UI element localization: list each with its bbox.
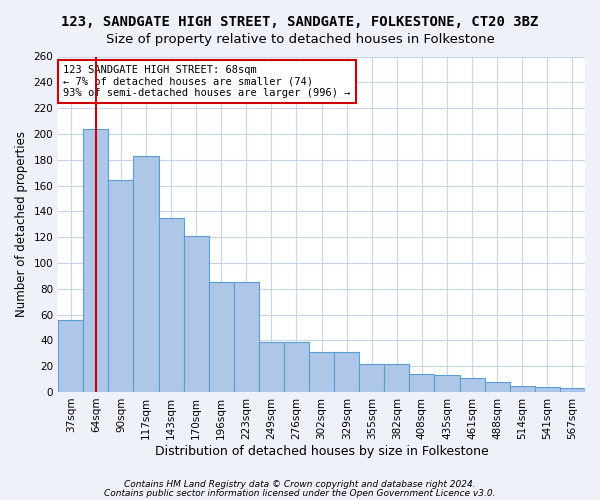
Bar [58,320,83,392]
Text: Contains public sector information licensed under the Open Government Licence v3: Contains public sector information licen… [104,489,496,498]
Bar [510,386,535,392]
Text: 123, SANDGATE HIGH STREET, SANDGATE, FOLKESTONE, CT20 3BZ: 123, SANDGATE HIGH STREET, SANDGATE, FOL… [61,15,539,29]
Bar [460,378,485,392]
Bar [434,375,460,392]
Bar [334,352,359,392]
Bar [109,180,133,392]
Bar [234,282,259,392]
Y-axis label: Number of detached properties: Number of detached properties [15,131,28,317]
Bar [409,374,434,392]
Bar [359,364,385,392]
Bar [133,156,158,392]
Bar [385,364,409,392]
Bar [184,236,209,392]
Bar [560,388,585,392]
Bar [158,218,184,392]
Text: 123 SANDGATE HIGH STREET: 68sqm
← 7% of detached houses are smaller (74)
93% of : 123 SANDGATE HIGH STREET: 68sqm ← 7% of … [64,65,351,98]
Bar [535,387,560,392]
Bar [259,342,284,392]
Text: Size of property relative to detached houses in Folkestone: Size of property relative to detached ho… [106,32,494,46]
Bar [485,382,510,392]
Bar [209,282,234,392]
Bar [83,129,109,392]
Text: Contains HM Land Registry data © Crown copyright and database right 2024.: Contains HM Land Registry data © Crown c… [124,480,476,489]
Bar [309,352,334,392]
X-axis label: Distribution of detached houses by size in Folkestone: Distribution of detached houses by size … [155,444,488,458]
Bar [284,342,309,392]
